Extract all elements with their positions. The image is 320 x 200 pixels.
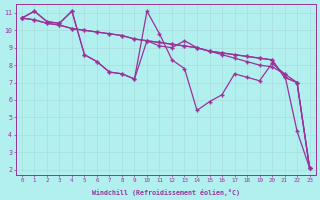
- X-axis label: Windchill (Refroidissement éolien,°C): Windchill (Refroidissement éolien,°C): [92, 189, 240, 196]
